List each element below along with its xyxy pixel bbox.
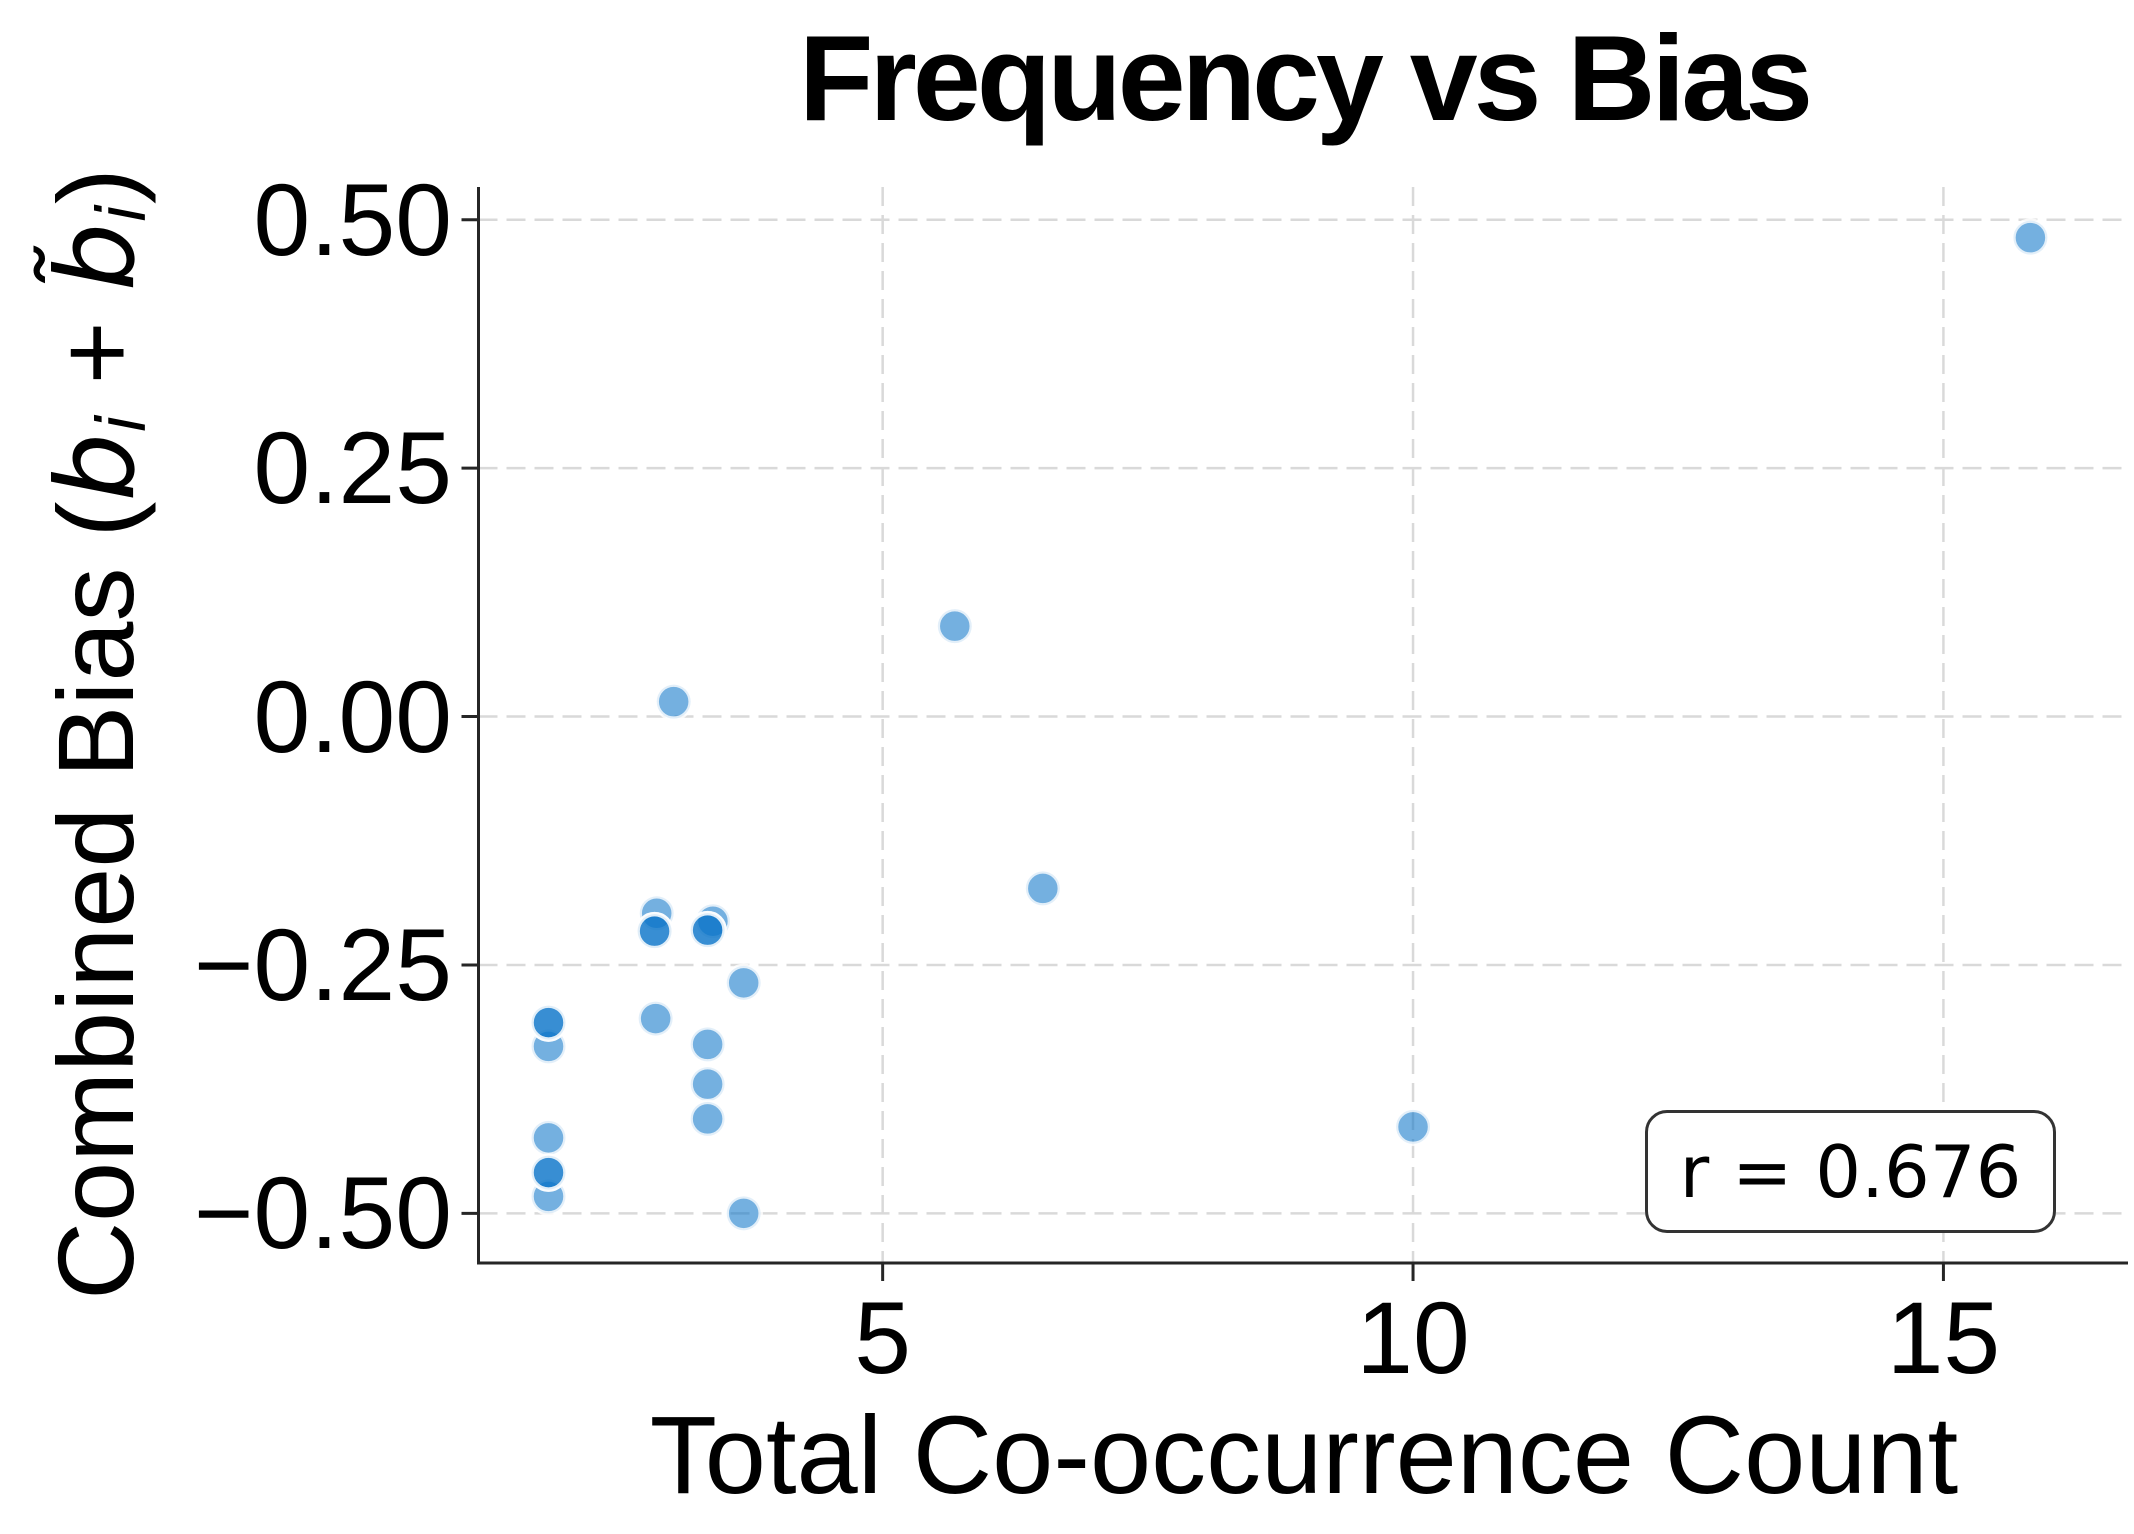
data-point <box>688 1064 727 1104</box>
data-point <box>724 1194 763 1233</box>
x-tick-label: 5 <box>854 1281 911 1395</box>
correlation-annotation-text: r = 0.676 <box>1679 1129 2022 1214</box>
y-axis-label-plus: + <box>35 291 156 415</box>
data-point <box>529 1153 568 1192</box>
chart-title: Frequency vs Bias <box>798 10 1813 146</box>
data-point <box>635 911 674 951</box>
data-point <box>1393 1107 1433 1147</box>
data-point <box>654 682 693 721</box>
data-point <box>688 910 727 950</box>
y-tick-label: 0.25 <box>253 411 452 526</box>
data-point <box>688 1099 727 1139</box>
data-point <box>1023 869 1063 908</box>
data-point <box>529 1003 568 1042</box>
y-tick-label: −0.50 <box>193 1156 452 1271</box>
x-axis-label: Total Co-occurrence Count <box>649 1394 1959 1517</box>
data-point <box>529 1118 568 1158</box>
data-point <box>2011 218 2050 257</box>
x-tick-label: 15 <box>1886 1281 2001 1395</box>
data-point <box>688 1025 727 1064</box>
data-point <box>636 999 675 1038</box>
y-tick-label: 0.00 <box>253 659 452 774</box>
data-point <box>724 963 763 1003</box>
x-tick-label: 10 <box>1356 1281 1470 1395</box>
y-tick-label: 0.50 <box>253 162 452 277</box>
data-point <box>935 606 975 646</box>
correlation-annotation-box: r = 0.676 <box>1645 1110 2056 1233</box>
y-tick-label: −0.25 <box>193 907 452 1022</box>
